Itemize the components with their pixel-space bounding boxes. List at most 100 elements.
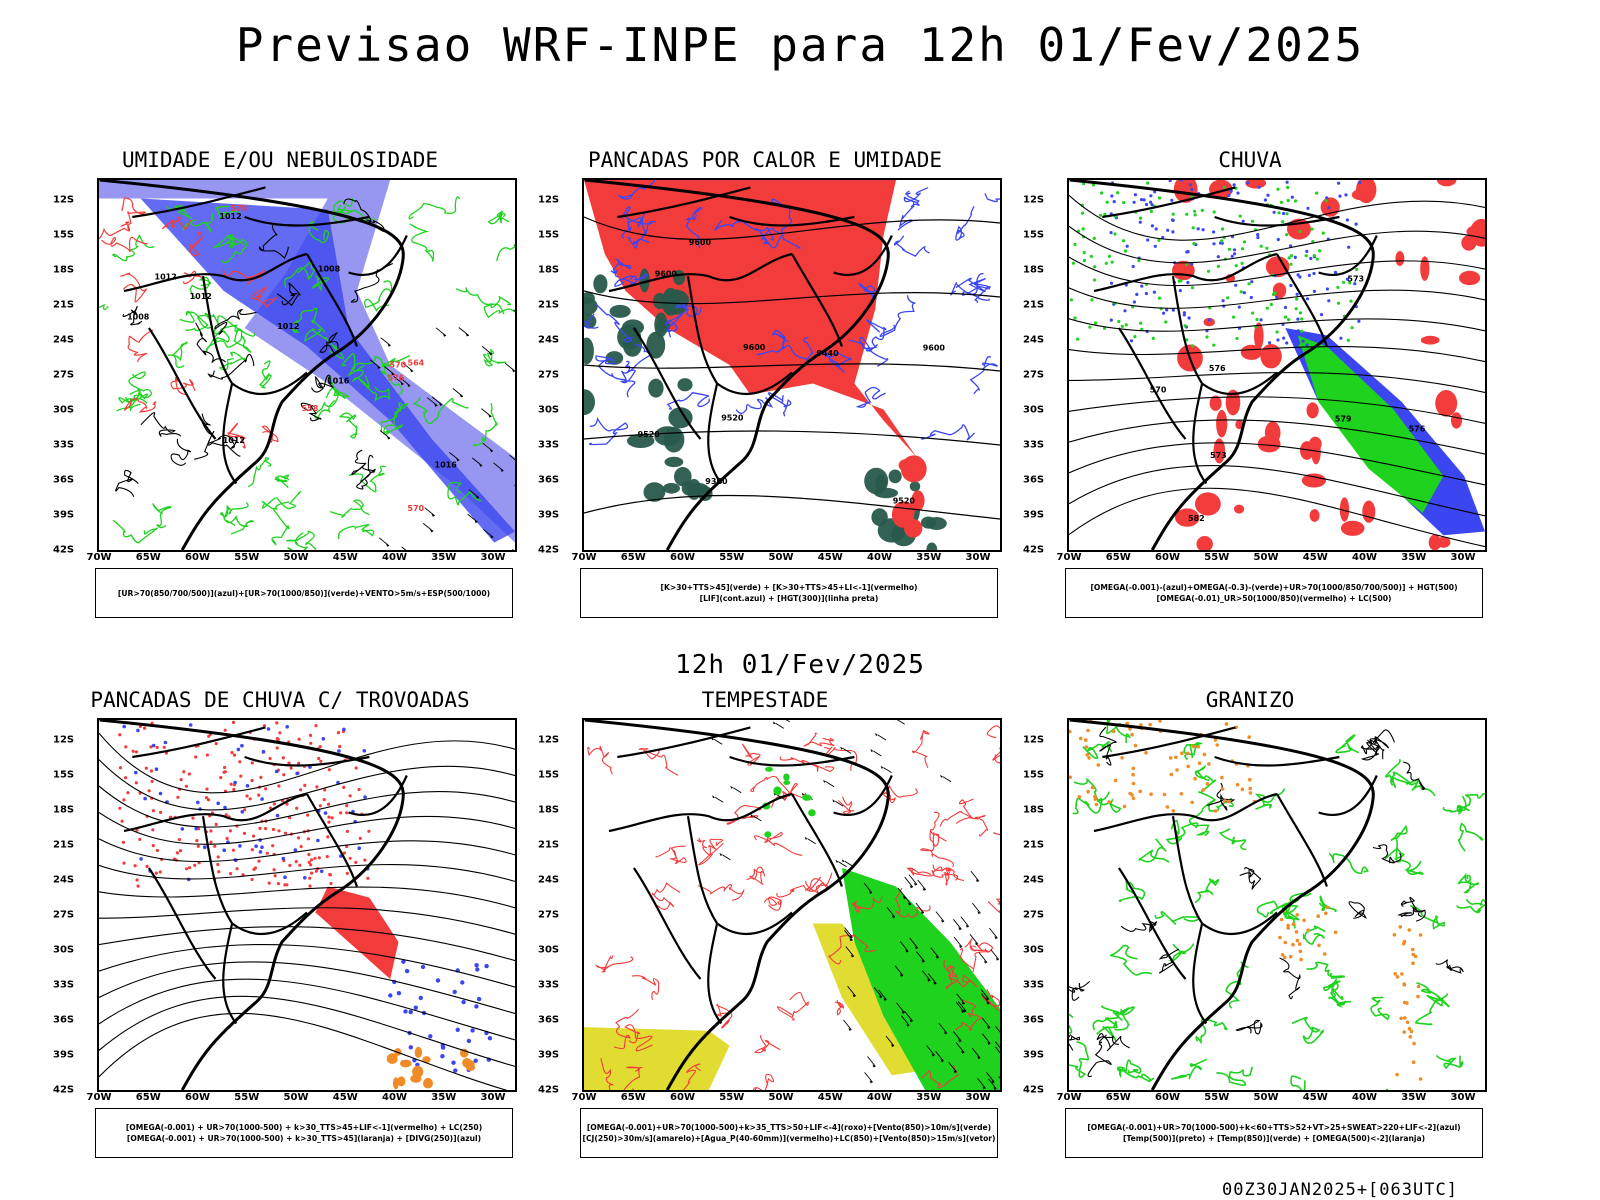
contour-label: 1012 — [190, 292, 212, 301]
legend-box: [UR>70(850/700/500)](azul)+[UR>70(1000/8… — [95, 568, 513, 618]
lon-tick-label: 45W — [1302, 1092, 1328, 1103]
lat-tick-label: 39S — [1023, 1049, 1045, 1061]
lat-tick-label: 33S — [1023, 439, 1045, 451]
contour-label: 570 — [1150, 386, 1167, 395]
contour-label: 576 — [388, 373, 405, 382]
geo-boundaries — [1069, 720, 1378, 1090]
lon-tick-label: 65W — [135, 552, 161, 563]
lat-tick-label: 33S — [538, 439, 560, 451]
lat-tick-label: 15S — [1023, 769, 1045, 781]
lat-tick-label: 42S — [1023, 544, 1045, 556]
legend-line: [OMEGA(-0.001)-(azul)+OMEGA(-0.3)-(verde… — [1090, 583, 1458, 592]
lat-tick-label: 12S — [538, 194, 560, 206]
main-title: Previsao WRF-INPE para 12h 01/Fev/2025 — [235, 18, 1365, 72]
lon-tick-label: 40W — [382, 1092, 407, 1103]
lon-tick-label: 30W — [965, 552, 991, 563]
lat-tick-label: 18S — [1023, 264, 1045, 276]
lat-tick-label: 42S — [538, 544, 560, 556]
run-timestamp: 00Z30JAN2025+[063UTC] — [1222, 1180, 1458, 1200]
lat-tick-label: 42S — [53, 1084, 75, 1096]
contour-label: 9440 — [816, 349, 839, 358]
lat-tick-label: 42S — [1023, 1084, 1045, 1096]
lon-tick-label: 55W — [234, 552, 260, 563]
legend-box: [K>30+TTS>45](verde) + [K>30+TTS>45+LI<-… — [580, 568, 998, 618]
field-layer — [99, 720, 515, 1090]
map-frame: 1012 1012 1012 1012 1012 1008 1008 1016 1016 576 5… — [97, 178, 517, 552]
lat-tick-label: 12S — [538, 734, 560, 746]
lat-tick-label: 15S — [538, 229, 560, 241]
lon-tick-label: 35W — [916, 1092, 942, 1103]
legend-line: [K>30+TTS>45](verde) + [K>30+TTS>45+LI<-… — [660, 583, 918, 592]
map-frame — [1067, 718, 1487, 1092]
lat-tick-label: 33S — [538, 979, 560, 991]
lat-tick-label: 39S — [53, 1049, 75, 1061]
lon-tick-label: 55W — [719, 552, 745, 563]
map-canvas: 9600 9600 9600 9520 9520 9600 9440 9360 9520 — [584, 180, 1000, 550]
legend-line: [LIF](cont.azul) + [HGT(300)](linha pret… — [699, 594, 879, 603]
lon-tick-label: 40W — [867, 552, 892, 563]
lat-tick-label: 36S — [538, 1014, 560, 1026]
lat-tick-label: 12S — [1023, 194, 1045, 206]
field-layer — [1069, 720, 1485, 1090]
lat-tick-label: 27S — [1023, 909, 1045, 921]
contour-label: 570 — [231, 204, 248, 213]
lat-tick-label: 33S — [53, 979, 75, 991]
legend-line: [Temp(500)](preto) + [Temp(850)](verde) … — [1122, 1134, 1426, 1143]
lon-tick-label: 35W — [431, 552, 457, 563]
panel-title: CHUVA — [1218, 148, 1282, 172]
lat-tick-label: 12S — [53, 194, 75, 206]
lat-tick-label: 39S — [538, 509, 560, 521]
lon-tick-label: 50W — [768, 1092, 794, 1103]
contour-label: 9520 — [638, 430, 661, 439]
lat-tick-label: 39S — [53, 509, 75, 521]
lat-tick-label: 21S — [1023, 299, 1045, 311]
lon-tick-label: 50W — [283, 1092, 309, 1103]
lon-tick-label: 35W — [431, 1092, 457, 1103]
lat-tick-label: 39S — [1023, 509, 1045, 521]
lat-tick-label: 24S — [538, 874, 560, 886]
panel-tempestade: TEMPESTADE 12S 15S 18S 21S 24S 27S 30S 33S 36S 39S… — [530, 688, 1002, 1188]
lat-tick-label: 36S — [1023, 474, 1045, 486]
lon-tick-label: 70W — [571, 552, 597, 563]
contour-label: 9600 — [743, 343, 766, 352]
lon-tick-label: 55W — [1204, 552, 1230, 563]
lat-tick-label: 18S — [538, 804, 560, 816]
panel-title: GRANIZO — [1205, 688, 1295, 712]
panel-umidade: UMIDADE E/OU NEBULOSIDADE 1012 1012 1012 101… — [45, 148, 517, 648]
lon-tick-label: 50W — [283, 552, 309, 563]
lon-tick-label: 65W — [1105, 552, 1131, 563]
contour-label: 1012 — [223, 436, 245, 445]
lat-tick-label: 42S — [538, 1084, 560, 1096]
lon-tick-label: 60W — [185, 552, 210, 563]
lon-tick-label: 70W — [1056, 1092, 1082, 1103]
map-frame: 582 579 576 573 576 573 570 — [1067, 178, 1487, 552]
contour-label: 1012 — [155, 273, 177, 282]
map-canvas — [99, 720, 515, 1090]
lon-tick-label: 30W — [1450, 1092, 1476, 1103]
lon-tick-label: 65W — [1105, 1092, 1131, 1103]
map-canvas — [1069, 720, 1485, 1090]
map-frame — [97, 718, 517, 1092]
contour-label: 9360 — [705, 477, 728, 486]
contour-label: 564 — [408, 358, 425, 367]
field-layer — [584, 180, 1000, 550]
contour-label: 582 — [1188, 514, 1205, 523]
lon-tick-label: 60W — [1155, 1092, 1180, 1103]
lon-tick-label: 40W — [1352, 552, 1377, 563]
lat-tick-label: 15S — [1023, 229, 1045, 241]
legend-line: [UR>70(850/700/500)](azul)+[UR>70(1000/8… — [117, 588, 491, 598]
lon-tick-label: 70W — [1056, 552, 1082, 563]
panel-title: TEMPESTADE — [701, 688, 829, 712]
lat-tick-label: 18S — [1023, 804, 1045, 816]
contour-label: 576 — [1209, 364, 1226, 373]
lat-tick-label: 27S — [53, 369, 75, 381]
field-layer — [1069, 180, 1485, 550]
lon-tick-label: 55W — [719, 1092, 745, 1103]
lon-tick-label: 60W — [185, 1092, 210, 1103]
lon-tick-label: 30W — [965, 1092, 991, 1103]
lon-tick-label: 45W — [817, 552, 843, 563]
lon-tick-label: 30W — [1450, 552, 1476, 563]
lat-tick-label: 12S — [1023, 734, 1045, 746]
contour-label: 1008 — [127, 313, 150, 322]
lon-tick-label: 55W — [1204, 1092, 1230, 1103]
